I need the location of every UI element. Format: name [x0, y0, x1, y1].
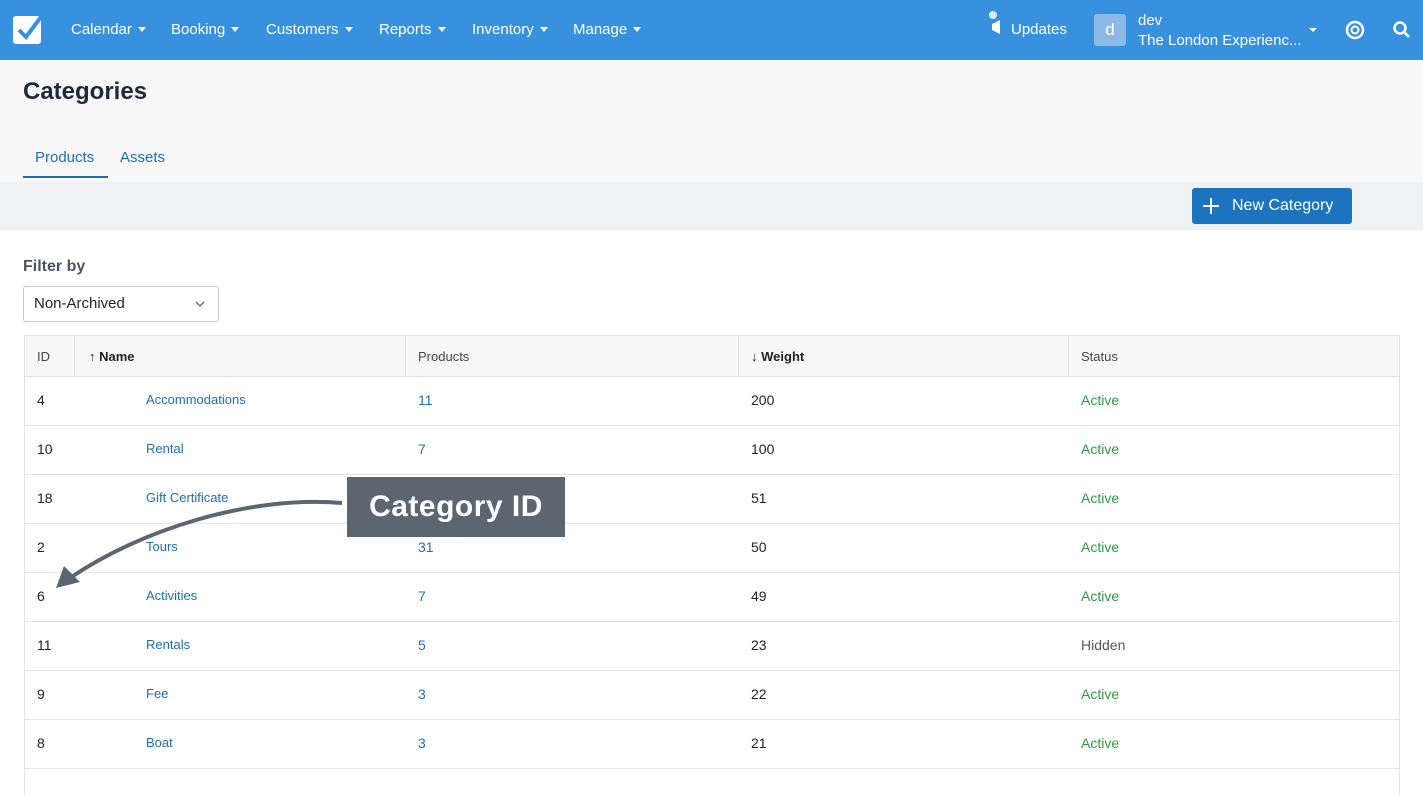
table-row — [25, 377, 1399, 426]
status-cell: Active — [1081, 735, 1120, 751]
caret — [1309, 28, 1317, 32]
company-name[interactable]: The London Experienc... — [1138, 32, 1302, 49]
search-icon[interactable] — [1392, 20, 1412, 40]
products-cell[interactable]: 31 — [418, 539, 434, 555]
column-divider — [74, 336, 75, 377]
weight-cell: 22 — [751, 686, 767, 702]
toolbar — [0, 182, 1423, 230]
name-cell[interactable]: Tours — [146, 539, 178, 554]
page-title: Categories — [23, 78, 148, 105]
column-header[interactable]: ↓ Weight — [751, 349, 805, 364]
column-header: Status — [1081, 349, 1118, 364]
table-row — [25, 720, 1399, 769]
id-cell: 10 — [37, 441, 53, 457]
nav-item[interactable]: Customers — [266, 21, 353, 38]
nav-item[interactable]: Calendar — [71, 21, 146, 38]
nav-item[interactable]: Booking — [171, 21, 239, 38]
column-header: ID — [37, 349, 50, 364]
name-cell[interactable]: Accommodations — [146, 392, 246, 407]
tab[interactable]: Products — [35, 149, 95, 166]
page-header — [0, 60, 1423, 182]
table-row — [25, 426, 1399, 475]
name-cell[interactable]: Rental — [146, 441, 184, 456]
status-cell: Active — [1081, 392, 1120, 408]
status-cell: Active — [1081, 686, 1120, 702]
help-icon[interactable] — [1344, 19, 1366, 41]
table-row — [25, 671, 1399, 720]
products-cell[interactable]: 3 — [418, 735, 426, 751]
weight-cell: 100 — [751, 441, 775, 457]
arrowhead — [56, 566, 80, 588]
id-cell: 2 — [37, 539, 45, 555]
status-cell: Hidden — [1081, 637, 1126, 653]
status-cell: Active — [1081, 539, 1120, 555]
id-cell: 18 — [37, 490, 53, 506]
select-chevron — [195, 301, 205, 307]
table-row — [25, 573, 1399, 622]
plus-icon — [1203, 198, 1219, 214]
filter-select[interactable]: Non-Archived — [23, 286, 219, 322]
tab[interactable]: Assets — [120, 149, 166, 166]
weight-cell: 49 — [751, 588, 767, 604]
column-header: Products — [418, 349, 470, 364]
table-row — [25, 622, 1399, 671]
id-cell: 4 — [37, 392, 45, 408]
categories-table: ID ↑ Name Products ↓ Weight Status 4 Accommoda… — [24, 335, 1400, 795]
column-divider — [1068, 336, 1069, 377]
weight-cell: 23 — [751, 637, 767, 653]
user-name: dev — [1138, 12, 1163, 29]
products-cell[interactable]: 3 — [418, 686, 426, 702]
nav-item[interactable]: Reports — [379, 21, 446, 38]
weight-cell: 50 — [751, 539, 767, 555]
name-cell[interactable]: Fee — [146, 686, 169, 701]
top-nav: d dev The London Experienc... Calendar Bo… — [0, 0, 1423, 60]
name-cell[interactable]: Gift Certificate — [146, 490, 229, 505]
avatar: d — [1094, 14, 1126, 46]
table-row — [25, 524, 1399, 573]
products-cell[interactable]: 5 — [418, 637, 426, 653]
updates-icon — [989, 11, 1000, 34]
products-cell[interactable]: 7 — [418, 441, 426, 457]
column-divider — [405, 336, 406, 377]
name-cell[interactable]: Boat — [146, 735, 173, 750]
products-cell[interactable]: 11 — [418, 392, 433, 408]
nav-item[interactable]: Inventory — [472, 21, 548, 38]
name-cell[interactable]: Activities — [146, 588, 198, 603]
weight-cell: 21 — [751, 735, 767, 751]
weight-cell: 51 — [751, 490, 767, 506]
status-cell: Active — [1081, 490, 1120, 506]
name-cell[interactable]: Rentals — [146, 637, 191, 652]
id-cell: 8 — [37, 735, 45, 751]
id-cell: 6 — [37, 588, 45, 604]
table-header-row — [25, 336, 1399, 377]
status-cell: Active — [1081, 588, 1120, 604]
tab-underline — [23, 176, 108, 178]
annotation-arrow — [68, 499, 343, 580]
id-cell: 9 — [37, 686, 45, 702]
logo[interactable] — [12, 13, 44, 47]
column-header[interactable]: ↑ Name — [89, 349, 135, 364]
status-cell: Active — [1081, 441, 1120, 457]
table-row — [25, 475, 1399, 524]
annotation: Category ID — [347, 477, 565, 537]
weight-cell: 200 — [751, 392, 775, 408]
products-cell[interactable]: 7 — [418, 588, 426, 604]
updates-link[interactable]: Updates — [1011, 21, 1067, 38]
filter-label: Filter by — [23, 258, 86, 275]
nav-item[interactable]: Manage — [573, 21, 641, 38]
id-cell: 11 — [37, 637, 52, 653]
column-divider — [738, 336, 739, 377]
